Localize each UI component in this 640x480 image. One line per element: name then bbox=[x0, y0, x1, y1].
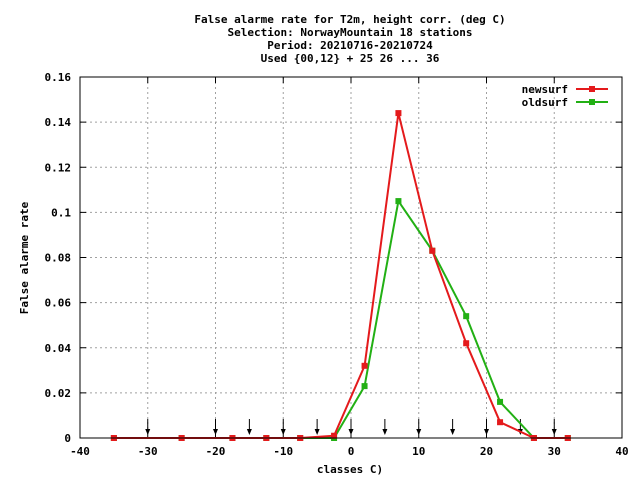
class-boundary-arrows bbox=[145, 419, 557, 435]
x-tick-label: -20 bbox=[206, 445, 226, 458]
chart-title-line-2: Selection: NorwayMountain 18 stations bbox=[227, 26, 472, 39]
class-boundary-arrow bbox=[348, 419, 354, 435]
x-tick-label: 10 bbox=[412, 445, 425, 458]
series-lines bbox=[110, 110, 571, 441]
data-point-newsurf bbox=[429, 247, 436, 254]
y-tick-label: 0.16 bbox=[45, 71, 72, 84]
legend-marker bbox=[589, 86, 595, 92]
y-tick-label: 0.12 bbox=[45, 161, 72, 174]
data-point-oldsurf bbox=[361, 383, 368, 390]
legend-label: newsurf bbox=[522, 83, 568, 96]
x-tick-label: 30 bbox=[548, 445, 561, 458]
y-tick-label: 0.08 bbox=[45, 252, 72, 265]
data-point-newsurf bbox=[463, 340, 470, 347]
y-tick-label: 0.1 bbox=[51, 206, 71, 219]
chart-title-line-1: False alarme rate for T2m, height corr. … bbox=[194, 13, 505, 26]
legend-item-oldsurf: oldsurf bbox=[522, 96, 608, 109]
class-boundary-arrow bbox=[213, 419, 218, 435]
class-boundary-arrow bbox=[416, 419, 422, 435]
data-point-oldsurf bbox=[497, 398, 504, 405]
class-boundary-arrow bbox=[551, 419, 557, 435]
x-tick-label: 0 bbox=[348, 445, 355, 458]
series-oldsurf bbox=[110, 198, 571, 441]
axis-ticks: -40 -30 -20 -10 0 10 20 30 40 0 0.02 0.04 0.06 0.08 0.… bbox=[45, 71, 629, 458]
x-tick-label: 20 bbox=[480, 445, 493, 458]
data-point-newsurf bbox=[497, 419, 504, 426]
y-tick-label: 0.04 bbox=[45, 342, 72, 355]
class-boundary-arrow bbox=[314, 419, 320, 435]
x-tick-label: -40 bbox=[70, 445, 90, 458]
chart-title-line-4: Used {00,12} + 25 26 ... 36 bbox=[261, 52, 440, 65]
chart-title: False alarme rate for T2m, height corr. … bbox=[194, 13, 505, 65]
x-tick-label: -30 bbox=[138, 445, 158, 458]
y-tick-label: 0 bbox=[64, 432, 71, 445]
plot-frame bbox=[79, 76, 623, 439]
data-point-newsurf bbox=[331, 432, 338, 439]
legend-marker bbox=[589, 99, 595, 105]
class-boundary-arrow bbox=[280, 419, 286, 435]
data-point-newsurf bbox=[395, 110, 402, 117]
x-axis-label: classes C) bbox=[317, 463, 383, 476]
legend-item-newsurf: newsurf bbox=[522, 83, 608, 96]
class-boundary-arrow bbox=[145, 419, 151, 435]
class-boundary-arrow bbox=[484, 419, 489, 435]
x-tick-label: 40 bbox=[615, 445, 628, 458]
x-tick-label: -10 bbox=[273, 445, 293, 458]
y-axis-label: False alarme rate bbox=[18, 201, 31, 314]
legend-label: oldsurf bbox=[522, 96, 568, 109]
data-point-oldsurf bbox=[463, 313, 470, 320]
series-newsurf bbox=[110, 110, 571, 441]
series-line-newsurf bbox=[113, 112, 568, 439]
y-tick-label: 0.14 bbox=[45, 116, 72, 129]
grid bbox=[80, 77, 622, 438]
class-boundary-arrow bbox=[382, 419, 388, 435]
data-point-oldsurf bbox=[395, 198, 402, 205]
y-tick-label: 0.06 bbox=[45, 297, 72, 310]
y-tick-label: 0.02 bbox=[45, 387, 72, 400]
class-boundary-arrow bbox=[450, 419, 456, 435]
data-point-newsurf bbox=[361, 362, 368, 369]
chart-title-line-3: Period: 20210716-20210724 bbox=[267, 39, 433, 52]
class-boundary-arrow bbox=[246, 419, 252, 435]
